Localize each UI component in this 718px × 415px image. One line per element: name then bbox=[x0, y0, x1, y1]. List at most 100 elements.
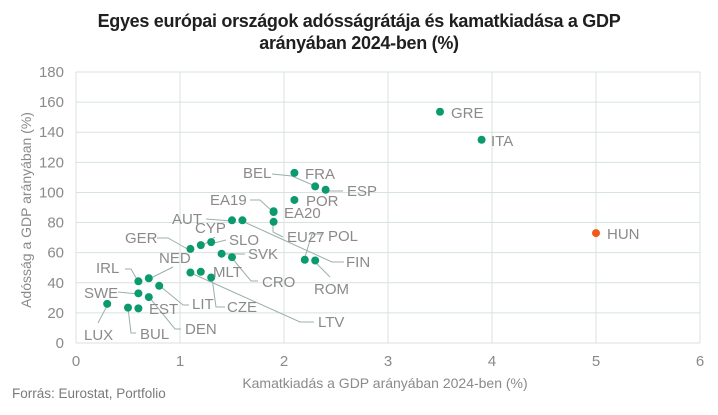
point-label-fin: FIN bbox=[346, 254, 370, 271]
point-den bbox=[134, 304, 143, 313]
point-label-lux: LUX bbox=[84, 327, 113, 344]
leader-line-lit bbox=[159, 285, 189, 306]
point-pol bbox=[300, 255, 309, 264]
y-tick-label: 40 bbox=[47, 275, 64, 292]
chart-title-line-1: Egyes európai országok adósságrátája és … bbox=[97, 11, 621, 31]
leader-line-eu27 bbox=[272, 223, 284, 238]
leader-line-cze bbox=[211, 277, 225, 308]
point-label-ger: GER bbox=[125, 230, 158, 247]
point-label-slo: SLO bbox=[229, 232, 259, 249]
point-label-cyp: CYP bbox=[195, 220, 226, 237]
point-label-rom: ROM bbox=[314, 281, 349, 298]
point-label-por: POR bbox=[306, 193, 339, 210]
leader-line-ltv bbox=[190, 272, 314, 323]
point-cze bbox=[207, 273, 216, 282]
y-tick-label: 20 bbox=[47, 305, 64, 322]
point-cro bbox=[228, 253, 236, 262]
point-mlt bbox=[196, 267, 205, 276]
y-tick-label: 140 bbox=[39, 124, 64, 141]
point-label-ea20: EA20 bbox=[284, 205, 321, 222]
x-tick-label: 3 bbox=[384, 353, 392, 370]
leader-line-fin bbox=[241, 220, 344, 263]
point-label-den: DEN bbox=[185, 321, 217, 338]
point-hun bbox=[592, 229, 600, 238]
point-bel bbox=[311, 182, 320, 191]
y-tick-label: 80 bbox=[47, 215, 64, 232]
point-label-eu27: EU27 bbox=[287, 229, 325, 246]
point-ned bbox=[144, 274, 153, 283]
point-lit bbox=[155, 281, 164, 290]
point-fin bbox=[238, 216, 247, 225]
point-irl bbox=[134, 277, 143, 286]
y-axis-label: Adósság a GDP arányában (%) bbox=[18, 112, 34, 308]
point-swe bbox=[134, 289, 143, 298]
point-label-ltv: LTV bbox=[318, 314, 344, 331]
chart-title-line-2: arányában 2024-ben (%) bbox=[259, 33, 459, 53]
point-ltv bbox=[186, 268, 195, 277]
grid bbox=[75, 71, 701, 344]
leader-line-rom bbox=[314, 261, 331, 278]
leader-line-ned bbox=[148, 266, 174, 280]
y-tick-label: 60 bbox=[47, 245, 64, 262]
point-ita bbox=[477, 135, 486, 144]
point-label-fra: FRA bbox=[305, 166, 335, 183]
x-tick-label: 4 bbox=[488, 353, 496, 370]
axis-ticks: 0 20 40 60 80 100 120 140 160 180 0 1 2 3 4 5 6 bbox=[39, 64, 704, 370]
point-label-bul: BUL bbox=[140, 326, 169, 343]
leader-line-slo bbox=[213, 239, 227, 244]
x-tick-label: 5 bbox=[592, 353, 600, 370]
point-label-ea19: EA19 bbox=[210, 192, 247, 209]
leader-line-bul bbox=[127, 307, 136, 334]
data-points bbox=[103, 107, 600, 313]
point-fra bbox=[290, 168, 299, 177]
point-labels: GRE ITA FRA BEL ESP POR EA19 EA20 EU27 AUT FIN HUN G… bbox=[84, 105, 640, 344]
point-esp bbox=[321, 185, 330, 194]
point-gre bbox=[436, 107, 444, 116]
y-tick-label: 180 bbox=[39, 64, 64, 81]
point-label-cze: CZE bbox=[227, 299, 257, 316]
leader-line-aut bbox=[205, 218, 233, 222]
y-tick-label: 0 bbox=[56, 335, 64, 352]
x-tick-label: 0 bbox=[72, 353, 80, 370]
point-est bbox=[144, 293, 153, 302]
point-label-mlt: MLT bbox=[213, 264, 242, 281]
point-lux bbox=[103, 299, 112, 308]
chart-title: Egyes európai országok adósságrátája és … bbox=[0, 10, 718, 54]
point-aut bbox=[228, 216, 236, 225]
point-label-swe: SWE bbox=[84, 285, 118, 302]
point-bul bbox=[124, 303, 132, 312]
x-tick-label: 6 bbox=[696, 353, 704, 370]
point-rom bbox=[311, 256, 320, 265]
leader-line-pol bbox=[303, 233, 322, 261]
point-label-gre: GRE bbox=[451, 105, 484, 122]
point-label-lit: LIT bbox=[192, 296, 214, 313]
leader-line-ea19 bbox=[250, 199, 274, 213]
y-tick-label: 160 bbox=[39, 94, 64, 111]
point-label-hun: HUN bbox=[607, 226, 640, 243]
point-label-cro: CRO bbox=[262, 274, 295, 291]
y-tick-label: 120 bbox=[39, 154, 64, 171]
x-axis-label: Kamatkiadás a GDP arányában 2024-ben (%) bbox=[242, 375, 527, 391]
point-label-svk: SVK bbox=[248, 246, 278, 263]
point-label-esp: ESP bbox=[347, 183, 377, 200]
leader-line-cro bbox=[231, 257, 258, 282]
point-label-aut: AUT bbox=[172, 211, 202, 228]
point-eu27 bbox=[269, 217, 278, 226]
point-ea20 bbox=[269, 208, 278, 217]
point-por bbox=[290, 195, 299, 204]
y-tick-label: 100 bbox=[39, 184, 64, 201]
point-label-ita: ITA bbox=[491, 133, 513, 150]
source-note: Forrás: Eurostat, Portfolio bbox=[12, 386, 166, 401]
x-tick-label: 2 bbox=[280, 353, 288, 370]
leader-line-den bbox=[148, 296, 181, 330]
leader-line-ger bbox=[157, 237, 192, 252]
point-slo bbox=[207, 238, 216, 247]
point-label-irl: IRL bbox=[96, 260, 119, 277]
point-label-est: EST bbox=[149, 301, 178, 318]
point-cyp bbox=[196, 241, 205, 250]
point-label-pol: POL bbox=[328, 228, 358, 245]
leader-lines bbox=[97, 173, 344, 334]
point-label-bel: BEL bbox=[243, 165, 271, 182]
point-label-ned: NED bbox=[159, 250, 191, 267]
